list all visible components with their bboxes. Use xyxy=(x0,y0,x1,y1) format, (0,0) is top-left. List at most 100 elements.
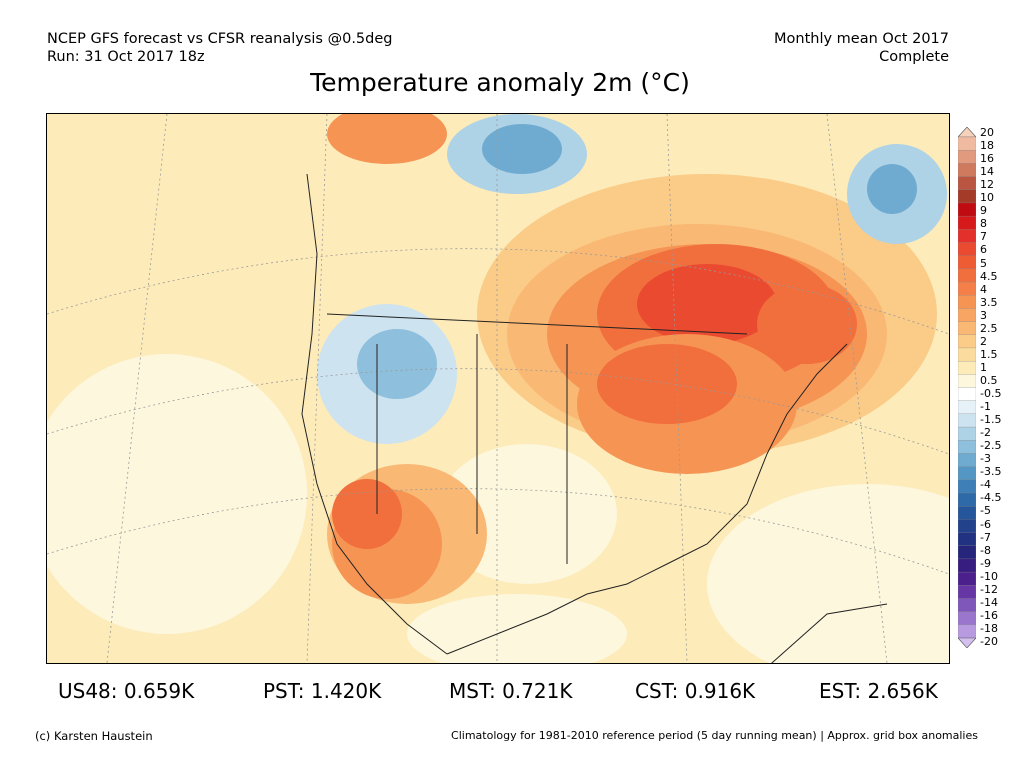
colorbar-swatch xyxy=(958,308,976,323)
colorbar-swatch xyxy=(958,242,976,257)
colorbar-label: 4 xyxy=(980,282,987,296)
colorbar-label: 0.5 xyxy=(980,373,998,387)
colorbar-swatch xyxy=(958,545,976,560)
header-right: Monthly mean Oct 2017 Complete xyxy=(774,30,949,66)
status-label: Complete xyxy=(879,49,949,65)
colorbar-label: 2.5 xyxy=(980,321,998,335)
colorbar-swatch xyxy=(958,624,976,639)
pacific-neutral-area xyxy=(47,354,307,634)
stat-value: 0.659K xyxy=(123,679,195,703)
colorbar-labels: 20 18 16 14 12 10 9 8 7 6 5 4.5 4 3.5 3 2.5 2 1.5 1 0.5 -0.5… xyxy=(980,127,1024,648)
colorbar-swatch xyxy=(958,466,976,481)
colorbar-label: 8 xyxy=(980,217,987,231)
colorbar-label: -6 xyxy=(980,517,991,531)
cool-core-greenland xyxy=(867,164,917,214)
cool-core-arctic xyxy=(482,124,562,174)
map-title: Temperature anomaly 2m (°C) xyxy=(310,68,690,97)
colorbar-swatch xyxy=(958,479,976,494)
stat-value: 2.656K xyxy=(867,679,938,703)
colorbar-swatch xyxy=(958,268,976,283)
colorbar-swatch xyxy=(958,163,976,178)
stat-value: 0.721K xyxy=(502,679,573,703)
colorbar-label: 5 xyxy=(980,256,987,270)
colorbar-label: 2 xyxy=(980,334,987,348)
colorbar-swatch xyxy=(958,571,976,586)
stat-label: MST: xyxy=(449,679,496,703)
stat-value: 0.916K xyxy=(684,679,756,703)
colorbar-label: -5 xyxy=(980,504,991,518)
colorbar-label: -18 xyxy=(980,621,998,635)
colorbar-label: -4 xyxy=(980,478,991,492)
colorbar-swatch xyxy=(958,281,976,296)
colorbar-label: 6 xyxy=(980,243,987,257)
climatology-note: Climatology for 1981-2010 reference peri… xyxy=(451,729,978,742)
anomaly-map-graphic xyxy=(47,114,949,663)
colorbar-label: 1 xyxy=(980,360,987,374)
colorbar-label: -12 xyxy=(980,582,998,596)
colorbar-label: -2.5 xyxy=(980,439,1002,453)
colorbar-swatch xyxy=(958,334,976,349)
warm-region-north xyxy=(327,114,447,164)
colorbar-label: -3.5 xyxy=(980,465,1002,479)
colorbar-label: -9 xyxy=(980,556,991,570)
mexico-neutral-area xyxy=(407,594,627,663)
colorbar xyxy=(958,127,976,648)
colorbar-label: -3 xyxy=(980,452,991,466)
colorbar-swatch xyxy=(958,611,976,626)
colorbar-label: 9 xyxy=(980,204,987,218)
colorbar-swatch xyxy=(958,229,976,243)
colorbar-label: 3 xyxy=(980,308,987,322)
colorbar-swatch xyxy=(958,598,976,613)
colorbar-swatch xyxy=(958,426,976,441)
atlantic-neutral-area xyxy=(707,484,949,663)
period-label: Monthly mean Oct 2017 xyxy=(774,31,949,47)
colorbar-label: 3.5 xyxy=(980,295,998,309)
colorbar-label: -4.5 xyxy=(980,491,1002,505)
copyright: (c) Karsten Haustein xyxy=(35,729,153,743)
stat-label: PST: xyxy=(263,679,305,703)
colorbar-swatch xyxy=(958,413,976,428)
colorbar-label: -1.5 xyxy=(980,413,1002,427)
colorbar-top-arrow xyxy=(958,127,976,138)
warm-core-southwest xyxy=(332,479,402,549)
run-time: Run: 31 Oct 2017 18z xyxy=(47,49,205,65)
colorbar-label: -2 xyxy=(980,426,991,440)
colorbar-swatch xyxy=(958,176,976,191)
stat-label: EST: xyxy=(819,679,862,703)
stat-est: EST: 2.656K xyxy=(819,679,938,703)
colorbar-swatch xyxy=(958,453,976,468)
colorbar-swatch xyxy=(958,360,976,375)
colorbar-swatch xyxy=(958,150,976,164)
colorbar-bottom-arrow xyxy=(958,637,976,648)
colorbar-label: -7 xyxy=(980,530,991,544)
colorbar-swatch xyxy=(958,347,976,362)
colorbar-swatch xyxy=(958,189,976,204)
colorbar-label: -1 xyxy=(980,400,991,414)
warm-region-maritimes xyxy=(757,284,857,364)
colorbar-swatch xyxy=(958,374,976,388)
colorbar-swatch xyxy=(958,400,976,415)
colorbar-label: -20 xyxy=(980,635,998,648)
colorbar-swatch xyxy=(958,321,976,336)
colorbar-swatch xyxy=(958,255,976,270)
colorbar-label: 16 xyxy=(980,152,994,166)
model-description: NCEP GFS forecast vs CFSR reanalysis @0.… xyxy=(47,31,393,47)
anomaly-map xyxy=(46,113,950,664)
stat-label: US48: xyxy=(58,679,118,703)
colorbar-swatch xyxy=(958,585,976,599)
stat-value: 1.420K xyxy=(310,679,382,703)
cool-core-west xyxy=(357,329,437,399)
stat-label: CST: xyxy=(635,679,679,703)
colorbar-swatch xyxy=(958,492,976,507)
colorbar-label: 4.5 xyxy=(980,269,998,283)
colorbar-label: -14 xyxy=(980,595,998,609)
colorbar-label: -8 xyxy=(980,543,991,557)
colorbar-swatch xyxy=(958,532,976,547)
warm-region-great-lakes xyxy=(597,344,737,424)
colorbar-label: 12 xyxy=(980,178,994,192)
colorbar-label: 18 xyxy=(980,139,994,153)
stat-pst: PST: 1.420K xyxy=(263,679,381,703)
colorbar-label: 1.5 xyxy=(980,347,998,361)
graticule xyxy=(47,114,949,663)
colorbar-swatch xyxy=(958,136,976,151)
